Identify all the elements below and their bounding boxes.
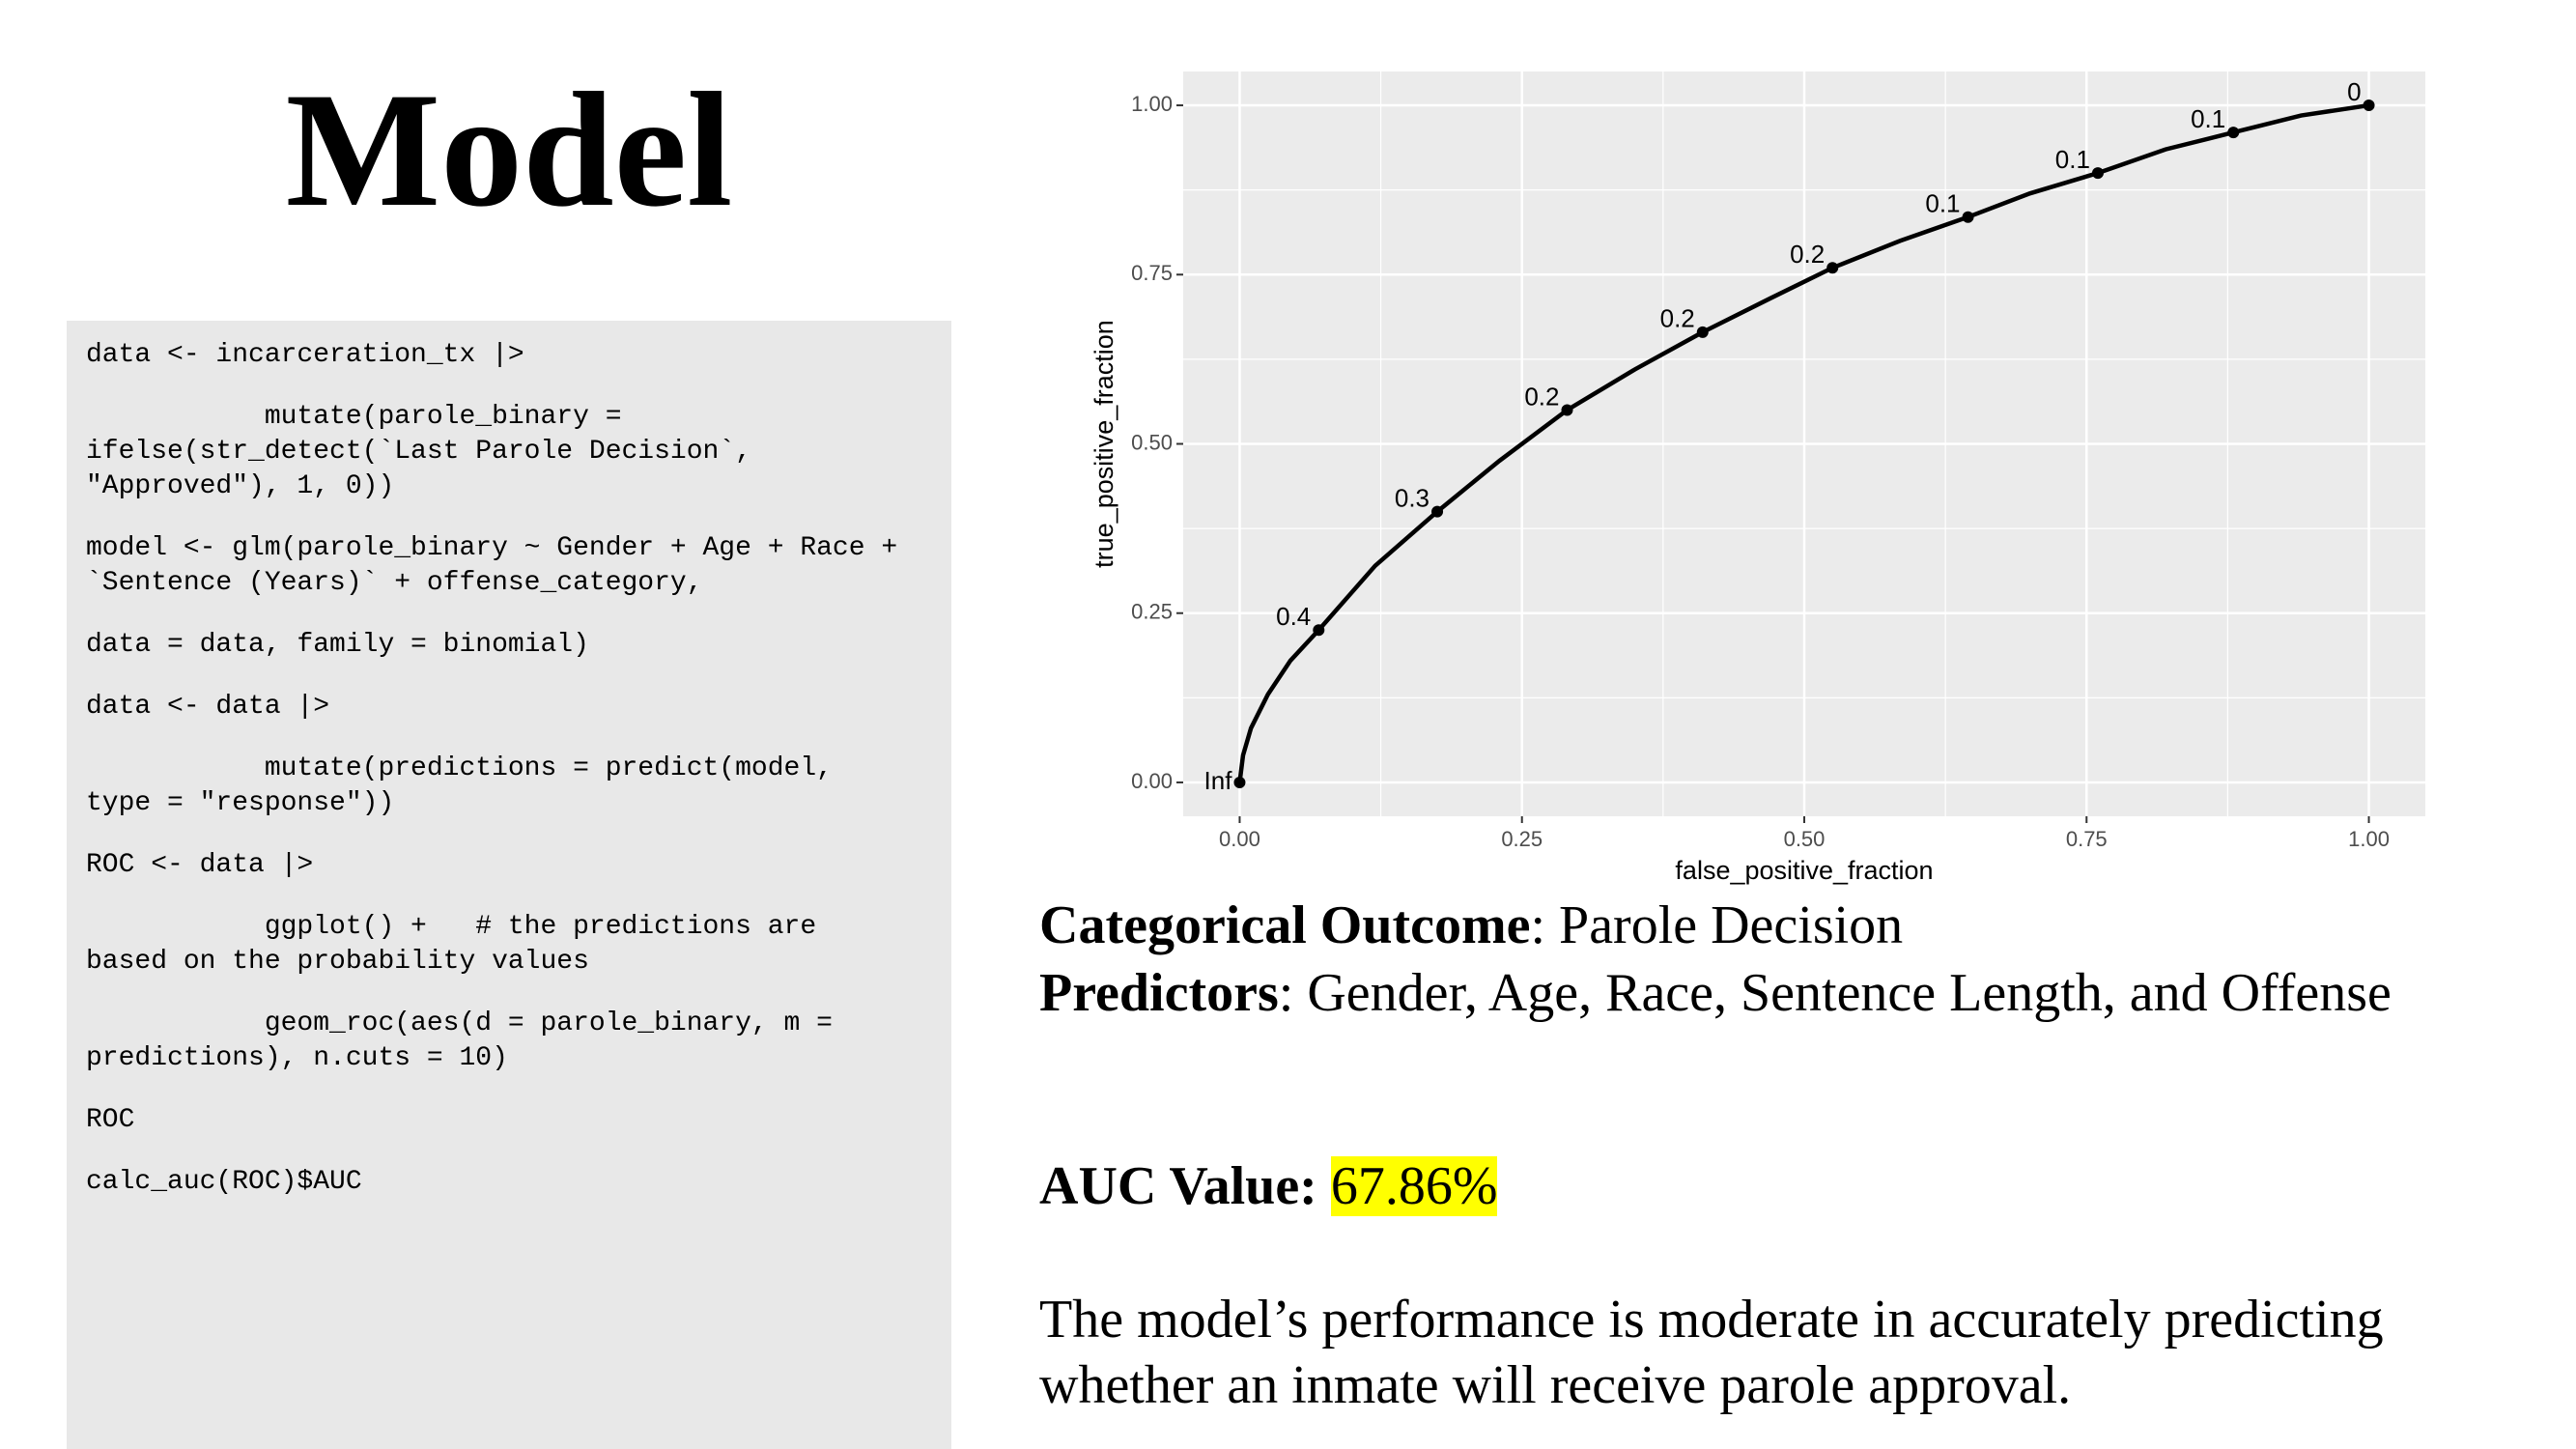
- code-line: `Sentence (Years)` + offense_category,: [86, 568, 703, 598]
- y-tick-label: 0.00: [1131, 769, 1173, 793]
- slide-title: Model: [285, 59, 733, 241]
- cut-point: [1962, 211, 1974, 223]
- cut-point: [1696, 326, 1709, 338]
- x-tick-label: 0.50: [1784, 827, 1826, 851]
- cut-label: 0.3: [1395, 483, 1430, 512]
- code-line: data = data, family = binomial): [86, 630, 589, 660]
- code-line: type = "response")): [86, 788, 395, 818]
- code-paragraph: data = data, family = binomial): [86, 628, 932, 663]
- cut-label: 0.1: [1925, 189, 1960, 218]
- code-line: data <- data |>: [86, 692, 330, 722]
- cut-label: 0.1: [2055, 145, 2090, 174]
- cut-label: Inf: [1204, 766, 1233, 795]
- code-paragraph: ROC: [86, 1103, 932, 1138]
- outcome-line: Categorical Outcome: Parole Decision: [1039, 898, 1903, 952]
- roc-chart: 0.00 0.25 0.50 0.75 1.00 0.00 0.25 0.50 0.75 1.00…: [1090, 71, 2425, 885]
- y-tick-label: 0.50: [1131, 430, 1173, 454]
- code-line: "Approved"), 1, 0)): [86, 471, 395, 501]
- cut-label: 0.2: [1524, 382, 1559, 411]
- x-axis-title: false_positive_fraction: [1675, 856, 1933, 885]
- code-paragraph: ggplot() + # the predictions are based on…: [86, 910, 932, 980]
- predictors-line: Predictors: Gender, Age, Race, Sentence …: [1039, 966, 2392, 1020]
- cut-point: [1233, 776, 1246, 788]
- code-paragraph: mutate(parole_binary = ifelse(str_detect(…: [86, 400, 932, 504]
- code-paragraph: geom_roc(aes(d = parole_binary, m = predi…: [86, 1007, 932, 1076]
- code-block: data <- incarceration_tx |> mutate(parol…: [67, 321, 951, 1449]
- code-line: model <- glm(parole_binary ~ Gender + Ag…: [86, 533, 898, 563]
- predictors-label: Predictors: [1039, 963, 1279, 1023]
- code-line: predictions), n.cuts = 10): [86, 1043, 508, 1073]
- cut-point: [1431, 505, 1444, 518]
- code-line: ROC <- data |>: [86, 850, 314, 880]
- conclusion-line: whether an inmate will receive parole ap…: [1039, 1355, 2072, 1415]
- code-paragraph: mutate(predictions = predict(model, type …: [86, 752, 932, 821]
- cut-label: 0.2: [1660, 304, 1695, 333]
- y-tick-label: 1.00: [1131, 92, 1173, 116]
- code-paragraph: calc_auc(ROC)$AUC: [86, 1165, 932, 1200]
- x-tick-label: 0.75: [2066, 827, 2108, 851]
- code-line: based on the probability values: [86, 947, 589, 977]
- cut-point: [1826, 262, 1839, 274]
- cut-label: 0.2: [1790, 240, 1825, 269]
- cut-label: 0.1: [2191, 104, 2225, 133]
- code-paragraph: data <- incarceration_tx |>: [86, 338, 932, 373]
- roc-curve: [1237, 102, 2369, 783]
- cut-point: [1561, 404, 1573, 416]
- conclusion-line: The model’s performance is moderate in a…: [1039, 1290, 2384, 1350]
- y-tick-label: 0.75: [1131, 261, 1173, 285]
- y-tick-label: 0.25: [1131, 600, 1173, 624]
- code-line: mutate(parole_binary =: [86, 402, 622, 432]
- auc-line: AUC Value: 67.86%: [1039, 1156, 1498, 1216]
- x-tick-label: 0.25: [1501, 827, 1543, 851]
- cut-point: [1313, 624, 1325, 637]
- cut-label: 0.4: [1276, 602, 1311, 631]
- outcome-label: Categorical Outcome: [1039, 895, 1531, 955]
- code-line: mutate(predictions = predict(model,: [86, 753, 833, 783]
- predictors-value: : Gender, Age, Race, Sentence Length, an…: [1278, 963, 2392, 1023]
- x-tick-label: 0.00: [1219, 827, 1260, 851]
- cut-label: 0: [2347, 77, 2361, 106]
- code-line: data <- incarceration_tx |>: [86, 340, 524, 370]
- code-line: geom_roc(aes(d = parole_binary, m =: [86, 1009, 833, 1038]
- auc-value: 67.86%: [1330, 1156, 1498, 1216]
- auc-label: AUC Value:: [1039, 1156, 1317, 1216]
- code-line: ROC: [86, 1105, 135, 1135]
- x-tick-label: 1.00: [2348, 827, 2390, 851]
- code-paragraph: data <- data |>: [86, 690, 932, 724]
- code-line: ggplot() + # the predictions are: [86, 912, 817, 942]
- cut-point: [2091, 167, 2104, 180]
- code-paragraph: ROC <- data |>: [86, 848, 932, 883]
- cut-point: [2363, 99, 2375, 112]
- cut-point: [2227, 127, 2240, 139]
- code-line: ifelse(str_detect(`Last Parole Decision`…: [86, 437, 751, 467]
- code-paragraph: model <- glm(parole_binary ~ Gender + Ag…: [86, 531, 932, 601]
- outcome-value: : Parole Decision: [1530, 895, 1904, 955]
- code-line: calc_auc(ROC)$AUC: [86, 1167, 362, 1197]
- y-axis-title: true_positive_fraction: [1090, 320, 1118, 568]
